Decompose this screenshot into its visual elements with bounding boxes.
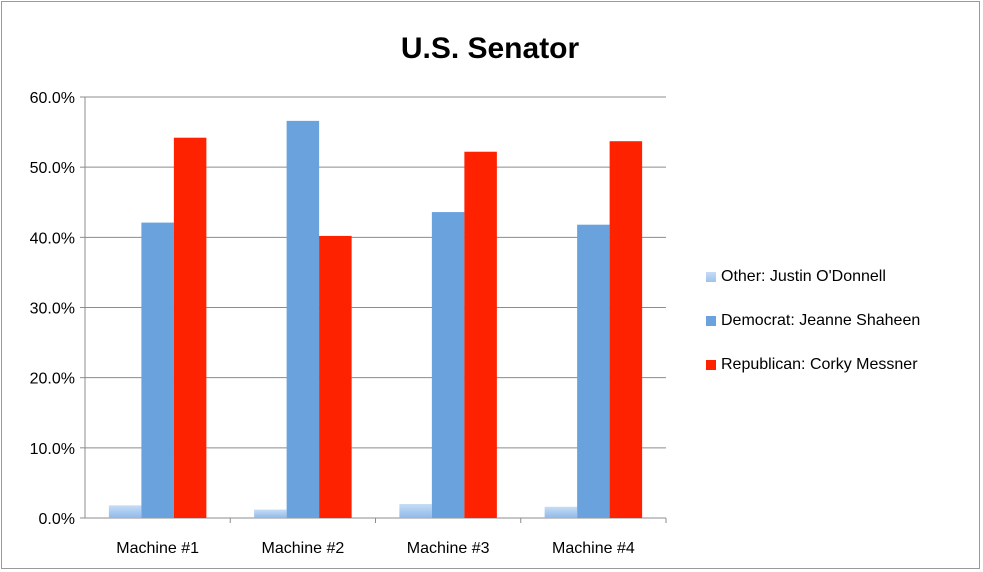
bar [319, 235, 352, 518]
bar [544, 506, 578, 518]
bar [286, 120, 320, 519]
legend-label-other: Other: Justin O'Donnell [721, 268, 886, 285]
bar [399, 503, 432, 518]
legend-label-republican: Republican: Corky Messner [721, 356, 918, 373]
bar [464, 151, 497, 519]
y-tick-label: 60.0% [30, 90, 75, 107]
x-tick-label: Machine #2 [262, 540, 345, 557]
legend-swatch-republican [706, 360, 716, 370]
tick-labels: 0.0% 10.0% 20.0% 30.0% 40.0% 50.0% 60.0% Machin… [30, 90, 635, 557]
bar [141, 222, 174, 518]
legend-item-democrat: Democrat: Jeanne Shaheen [706, 312, 920, 330]
bar [173, 137, 207, 519]
legend: Other: Justin O'Donnell Democrat: Jeanne… [706, 268, 920, 400]
x-tick-label: Machine #3 [407, 540, 490, 557]
bar [609, 141, 643, 518]
y-tick-label: 10.0% [30, 441, 75, 458]
bar [254, 509, 287, 518]
legend-swatch-other [706, 272, 716, 282]
legend-item-other: Other: Justin O'Donnell [706, 268, 920, 286]
bar [431, 212, 465, 518]
legend-swatch-democrat [706, 316, 716, 326]
legend-label-democrat: Democrat: Jeanne Shaheen [721, 312, 921, 329]
y-tick-label: 40.0% [30, 230, 75, 247]
bar [108, 505, 142, 518]
legend-item-republican: Republican: Corky Messner [706, 356, 920, 374]
x-tick-label: Machine #4 [552, 540, 635, 557]
chart-title: U.S. Senator [401, 32, 580, 65]
y-tick-label: 0.0% [39, 511, 75, 528]
bar [577, 224, 610, 518]
y-tick-label: 20.0% [30, 371, 75, 388]
y-tick-label: 30.0% [30, 301, 75, 318]
x-tick-label: Machine #1 [116, 540, 199, 557]
y-tick-label: 50.0% [30, 160, 75, 177]
bars [108, 120, 643, 519]
